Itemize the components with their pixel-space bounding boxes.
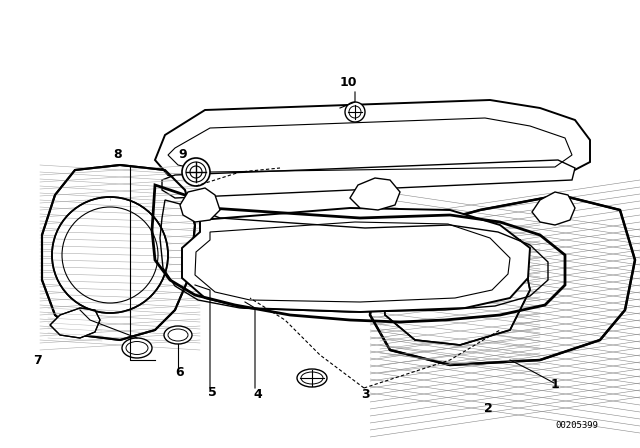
Polygon shape (532, 192, 575, 225)
Circle shape (52, 197, 168, 313)
Text: 8: 8 (114, 148, 122, 161)
Text: 10: 10 (339, 76, 356, 89)
Polygon shape (182, 208, 530, 312)
Polygon shape (382, 230, 530, 345)
Text: 2: 2 (484, 401, 492, 414)
Text: 7: 7 (33, 353, 42, 366)
Circle shape (345, 102, 365, 122)
Ellipse shape (164, 326, 192, 344)
Text: 3: 3 (361, 388, 369, 401)
Circle shape (182, 158, 210, 186)
Polygon shape (162, 160, 575, 198)
Ellipse shape (122, 338, 152, 358)
Text: 9: 9 (179, 148, 188, 161)
Polygon shape (50, 308, 100, 338)
Ellipse shape (297, 369, 327, 387)
Polygon shape (155, 100, 590, 185)
Polygon shape (370, 195, 635, 365)
Text: 1: 1 (550, 379, 559, 392)
Text: 00205399: 00205399 (555, 422, 598, 431)
Polygon shape (180, 188, 220, 222)
Text: 4: 4 (253, 388, 262, 401)
Polygon shape (350, 178, 400, 210)
Polygon shape (42, 165, 195, 340)
Text: 5: 5 (207, 385, 216, 399)
Polygon shape (370, 195, 635, 365)
Text: 6: 6 (176, 366, 184, 379)
